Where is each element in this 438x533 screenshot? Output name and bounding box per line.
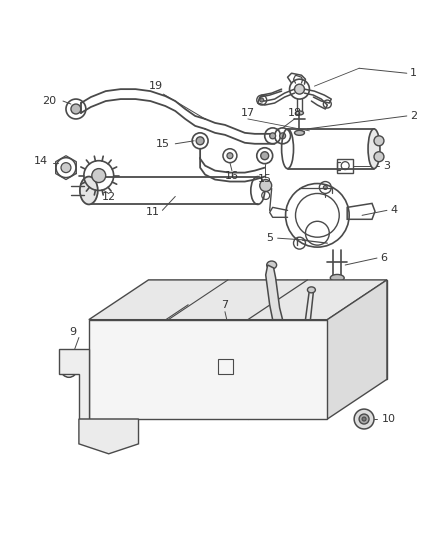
Polygon shape [79,419,138,454]
Text: 15: 15 [155,139,170,149]
Ellipse shape [267,261,277,269]
Circle shape [66,366,72,373]
Polygon shape [266,265,283,320]
Text: 5: 5 [266,233,273,243]
Circle shape [71,104,81,114]
Text: 7: 7 [221,300,229,310]
Text: 1: 1 [410,68,417,78]
Text: 10: 10 [382,414,396,424]
Text: 6: 6 [381,253,388,263]
Text: 17: 17 [241,108,255,118]
Text: 12: 12 [102,192,116,203]
Ellipse shape [296,111,304,115]
Text: 20: 20 [42,96,56,106]
Ellipse shape [368,129,380,168]
Ellipse shape [307,287,315,293]
Circle shape [374,136,384,146]
Circle shape [61,163,71,173]
Circle shape [227,153,233,159]
Polygon shape [89,320,327,419]
Ellipse shape [80,176,98,204]
Circle shape [323,185,327,190]
Text: 15: 15 [258,174,272,183]
Polygon shape [148,280,387,379]
Text: 9: 9 [69,327,77,336]
Text: 18: 18 [287,108,302,118]
Circle shape [359,414,369,424]
Text: 3: 3 [383,160,390,171]
Text: 16: 16 [225,171,239,181]
Polygon shape [59,350,89,419]
Circle shape [279,133,286,139]
Text: 11: 11 [145,207,159,217]
Circle shape [354,409,374,429]
Circle shape [270,133,276,139]
Text: 4: 4 [390,205,397,215]
Circle shape [362,417,366,421]
Text: 14: 14 [34,156,48,166]
Circle shape [92,168,106,182]
Circle shape [260,98,264,102]
Text: 2: 2 [410,111,417,121]
Polygon shape [89,280,387,320]
Ellipse shape [294,131,304,135]
Circle shape [294,84,304,94]
Circle shape [196,137,204,145]
Text: 19: 19 [148,81,162,91]
Circle shape [374,152,384,161]
Polygon shape [327,280,387,419]
Circle shape [260,180,272,191]
Circle shape [261,152,268,160]
Ellipse shape [330,274,344,281]
